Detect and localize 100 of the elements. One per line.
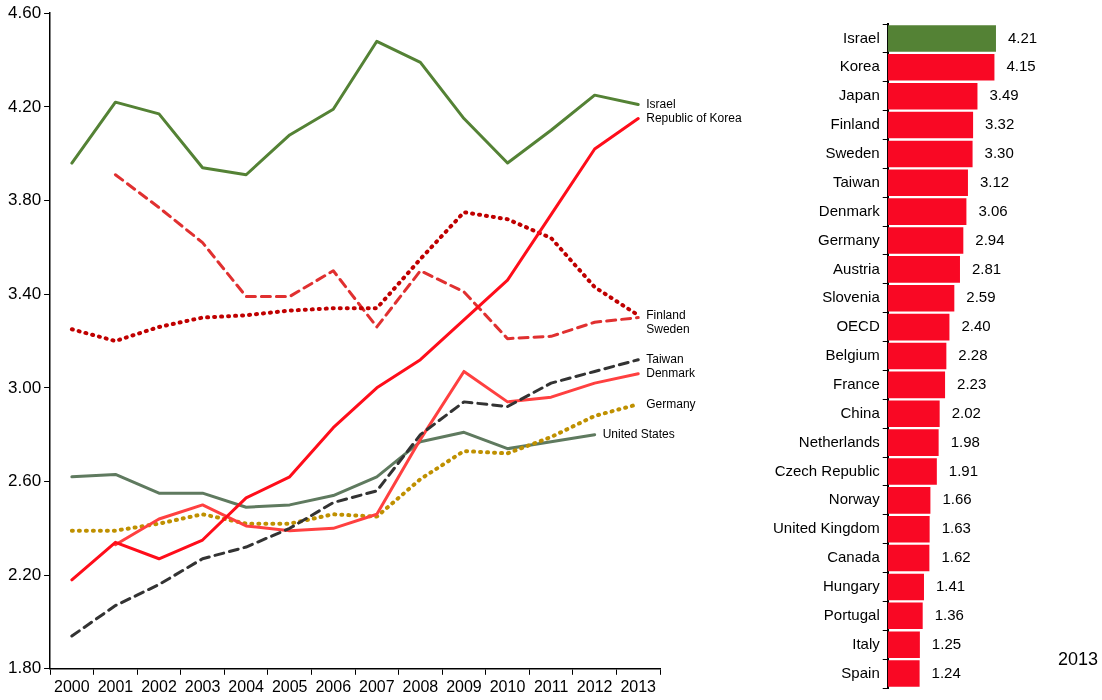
y-tick-label: Czech Republic xyxy=(774,461,881,479)
y-tick-label: OECD xyxy=(836,317,880,335)
data-label: 3.30 xyxy=(984,144,1014,162)
y-tick-label: China xyxy=(840,403,881,421)
data-label: 1.63 xyxy=(941,519,971,537)
y-tick-label: Canada xyxy=(827,548,881,566)
bar xyxy=(887,515,930,543)
bar xyxy=(887,140,973,168)
y-tick-label: Japan xyxy=(838,86,880,104)
y-tick-label: Spain xyxy=(841,663,880,681)
x-tick-label: 2011 xyxy=(533,677,569,695)
text: 2013 xyxy=(1057,648,1098,669)
bar xyxy=(887,111,974,139)
bar xyxy=(887,371,946,399)
data-label: 4.15 xyxy=(1006,57,1036,75)
bar xyxy=(887,54,995,81)
y-tick-label: 4.60 xyxy=(7,2,42,22)
y-tick-label: Korea xyxy=(839,57,881,75)
y-tick-label: Germany xyxy=(818,230,881,248)
y-tick-label: Finland xyxy=(830,115,880,133)
data-label: 1.24 xyxy=(931,663,961,681)
line-series xyxy=(70,358,640,638)
y-tick-label: Netherlands xyxy=(798,432,880,450)
bar xyxy=(887,256,960,283)
series-label: Taiwan xyxy=(646,352,684,367)
series-label: United States xyxy=(602,426,675,441)
bar xyxy=(887,284,955,312)
bar xyxy=(887,82,978,110)
bar xyxy=(887,227,964,254)
bar xyxy=(887,458,937,485)
y-tick-label: Slovenia xyxy=(822,288,881,306)
y-tick-label: 2.60 xyxy=(7,471,42,491)
y-tick-label: Portugal xyxy=(823,605,880,623)
x-tick-label: 2002 xyxy=(141,677,177,695)
series-label: Israel xyxy=(646,96,676,111)
series-label: Finland xyxy=(646,307,686,322)
data-label: 3.49 xyxy=(989,86,1019,104)
bar xyxy=(887,342,947,370)
data-label: 2.94 xyxy=(975,230,1005,248)
y-tick-label: 3.40 xyxy=(7,283,42,303)
x-tick-label: 2001 xyxy=(97,677,134,695)
bar xyxy=(887,400,940,428)
series-label: Sweden xyxy=(646,321,690,336)
data-label: 1.91 xyxy=(948,461,979,479)
series-label: Denmark xyxy=(646,366,696,381)
series-label: Germany xyxy=(646,396,696,411)
data-label: 3.12 xyxy=(979,172,1010,190)
data-label: 1.62 xyxy=(941,548,971,566)
x-tick-label: 2006 xyxy=(315,677,352,695)
data-label: 2.02 xyxy=(951,403,981,421)
y-tick-label: Sweden xyxy=(825,144,880,162)
data-label: 2.59 xyxy=(966,288,996,306)
x-tick-label: 2013 xyxy=(620,677,657,695)
y-tick-label: Denmark xyxy=(818,201,881,219)
bar xyxy=(887,429,939,456)
y-tick-label: Israel xyxy=(843,28,880,46)
y-tick-label: France xyxy=(833,375,880,393)
bar xyxy=(887,544,930,572)
data-label: 1.66 xyxy=(942,490,972,508)
x-tick-label: 2007 xyxy=(359,677,395,695)
bar xyxy=(887,198,967,225)
bar xyxy=(887,169,968,197)
y-tick-label: 3.80 xyxy=(7,190,42,210)
y-tick-label: Belgium xyxy=(825,346,880,364)
x-tick-label: 2009 xyxy=(446,677,482,695)
data-label: 3.32 xyxy=(985,115,1015,133)
data-label: 1.98 xyxy=(950,432,980,450)
x-tick-label: 2008 xyxy=(402,677,439,695)
bar xyxy=(887,660,920,687)
y-tick-label: Austria xyxy=(833,259,881,277)
line-series xyxy=(113,173,640,341)
data-label: 2.23 xyxy=(957,375,987,393)
x-tick-label: 2005 xyxy=(271,677,308,695)
data-label: 2.40 xyxy=(961,317,991,335)
bar xyxy=(887,25,996,52)
y-tick-label: 2.20 xyxy=(7,564,42,584)
x-tick-label: 2010 xyxy=(489,677,526,695)
bar xyxy=(887,313,950,341)
bar xyxy=(887,487,931,514)
y-tick-label: 4.20 xyxy=(7,96,42,116)
y-tick-label: Italy xyxy=(852,634,881,652)
data-label: 4.21 xyxy=(1007,28,1038,46)
x-tick-label: 2003 xyxy=(184,677,221,695)
x-tick-label: 2012 xyxy=(576,677,613,695)
data-label: 1.41 xyxy=(935,577,966,595)
data-label: 2.81 xyxy=(971,259,1002,277)
data-label: 1.25 xyxy=(931,634,962,652)
bar xyxy=(887,631,920,658)
y-tick-label: United Kingdom xyxy=(772,519,880,537)
data-label: 3.06 xyxy=(978,201,1008,219)
x-tick-label: 2004 xyxy=(228,677,265,695)
series-label: Republic of Korea xyxy=(646,110,742,125)
data-label: 1.36 xyxy=(934,605,964,623)
y-tick-label: Norway xyxy=(828,490,881,508)
bar xyxy=(887,573,924,601)
y-tick-label: 3.00 xyxy=(7,377,42,397)
bar xyxy=(887,602,923,630)
y-tick-label: Hungary xyxy=(823,577,881,595)
y-tick-label: Taiwan xyxy=(833,172,880,190)
y-tick-label: 1.80 xyxy=(7,658,42,678)
